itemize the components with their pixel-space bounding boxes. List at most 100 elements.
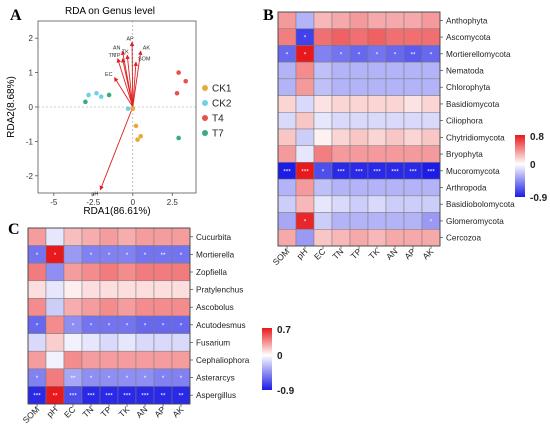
significance-mark: *: [144, 252, 147, 259]
heatmap-cell: [331, 145, 351, 163]
heatmap-cell: [331, 112, 351, 130]
heatmap-cell: [277, 61, 297, 80]
heatmap-cell: [295, 145, 315, 163]
heatmap-cell: [403, 61, 423, 80]
heatmap-cell: [171, 350, 191, 370]
heatmap-cell: [349, 145, 369, 163]
significance-mark: **: [160, 393, 166, 400]
heatmap-cell: [99, 298, 119, 317]
column-label: TK: [367, 246, 382, 261]
heatmap-cell: [99, 280, 119, 299]
heatmap-cell: [153, 333, 173, 352]
significance-mark: *: [126, 322, 129, 329]
colorbar-max-label: 0.8: [530, 132, 544, 143]
heatmap-cell: [385, 95, 405, 113]
heatmap-cell: [421, 78, 441, 96]
heatmap-cell: [45, 262, 65, 282]
heatmap-cell: [153, 227, 173, 246]
heatmap-cell: [295, 229, 315, 247]
rda-y-axis-label: RDA2(8.68%): [6, 76, 17, 138]
row-label: Mortierella: [196, 250, 235, 259]
heatmap-cell: [99, 350, 119, 370]
phylum-heatmap: ** * * * * * ** **** *** * *** *** *** *** *** **** * An…: [271, 11, 548, 267]
significance-mark: *: [72, 322, 75, 329]
heatmap-cell: [349, 128, 369, 146]
colorbar-max-label: 0.7: [277, 325, 291, 336]
heatmap-cell: [277, 145, 297, 163]
heatmap-cell: [331, 28, 351, 46]
heatmap-cell: [385, 112, 405, 130]
colorbar-mid-label: 0: [530, 160, 536, 171]
phylum-colorbar: 0.8 0 -0.9: [515, 132, 548, 204]
heatmap-cell: [63, 350, 83, 370]
heatmap-cell: [367, 112, 387, 130]
heatmap-cell: [135, 262, 155, 282]
heatmap-cell: [403, 11, 423, 29]
heatmap-cell: [135, 280, 155, 299]
heatmap-cell: [277, 95, 297, 113]
rda-arrow-ak: [132, 50, 143, 108]
heatmap-cell: [117, 227, 137, 246]
heatmap-cell: [277, 212, 297, 230]
panel-letter-a: A: [10, 7, 22, 24]
significance-mark: *: [54, 252, 57, 259]
row-label: Mucoromycota: [446, 167, 500, 176]
heatmap-cell: [313, 128, 333, 146]
heatmap-cell: [421, 61, 441, 80]
heatmap-cell: [367, 95, 387, 113]
heatmap-cell: [421, 145, 441, 163]
genus-colorbar: 0.7 0 -0.9: [262, 325, 295, 397]
legend-label-t4: T4: [212, 114, 224, 125]
column-label: TP: [349, 246, 364, 261]
heatmap-cell: [63, 280, 83, 299]
rda-y-tick-label: -2: [26, 172, 34, 181]
column-label: TK: [117, 404, 132, 419]
heatmap-cell: [403, 78, 423, 96]
significance-mark: ***: [301, 168, 309, 175]
rda-point-ck1: [133, 123, 139, 129]
rda-arrow-label: pH: [91, 192, 98, 198]
rda-point-t4: [176, 70, 181, 75]
significance-mark: ***: [33, 393, 41, 400]
column-label: AP: [152, 404, 167, 419]
heatmap-cell: [403, 145, 423, 163]
legend-label-ck1: CK1: [212, 84, 232, 95]
heatmap-cell: [153, 350, 173, 370]
heatmap-cell: [349, 112, 369, 130]
significance-mark: *: [144, 322, 147, 329]
rda-point-t4: [183, 78, 189, 84]
legend-marker-ck2: [202, 100, 208, 106]
heatmap-cell: [135, 298, 155, 317]
rda-x-tick-label: 2.5: [167, 198, 179, 207]
row-label: Ascobolus: [196, 303, 234, 312]
heatmap-cell: [313, 178, 333, 197]
heatmap-cell: [45, 280, 65, 299]
rda-point-ck2: [94, 90, 99, 96]
rda-point-ck2: [86, 92, 91, 98]
heatmap-cell: [45, 227, 65, 246]
significance-mark: *: [394, 51, 397, 58]
legend-label-ck2: CK2: [212, 99, 232, 110]
heatmap-cell: [153, 262, 173, 282]
significance-mark: *: [162, 375, 165, 382]
heatmap-cell: [171, 227, 191, 246]
rda-arrow-label: SOM: [138, 56, 151, 62]
heatmap-cell: [277, 195, 297, 213]
heatmap-cell: [45, 368, 65, 387]
significance-mark: *: [304, 35, 307, 42]
significance-mark: *: [322, 168, 325, 175]
rda-arrow-ph: [99, 106, 134, 191]
column-label: EC: [62, 404, 77, 419]
rda-arrow-label: AP: [126, 36, 134, 42]
heatmap-cell: [331, 128, 351, 146]
heatmap-cell: [385, 212, 405, 230]
rda-point-ck1: [135, 137, 140, 142]
significance-mark: *: [180, 252, 183, 259]
heatmap-cell: [403, 229, 423, 247]
rda-x-axis-label: RDA1(86.61%): [83, 206, 150, 217]
significance-mark: ***: [409, 168, 417, 175]
heatmap-cell: [331, 195, 351, 213]
rda-arrow-tn: [116, 57, 134, 108]
heatmap-cell: [117, 333, 137, 352]
heatmap-cell: [81, 262, 101, 282]
